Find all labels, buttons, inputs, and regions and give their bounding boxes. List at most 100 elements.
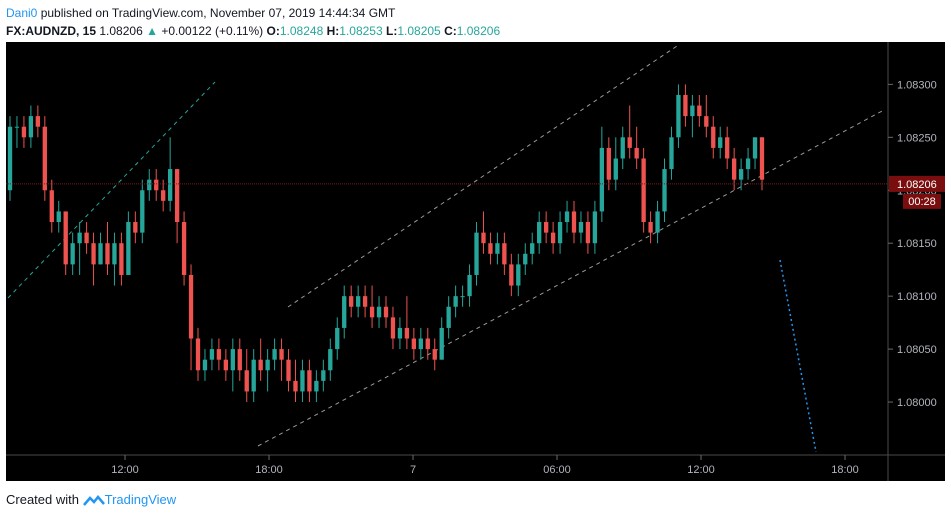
candle[interactable] — [516, 253, 521, 297]
candle[interactable] — [537, 211, 542, 254]
candle[interactable] — [453, 285, 458, 318]
candle[interactable] — [21, 116, 27, 148]
candle[interactable] — [731, 147, 737, 191]
tradingview-logo-icon[interactable] — [82, 494, 105, 508]
candle[interactable] — [42, 116, 47, 201]
candle[interactable] — [230, 338, 235, 392]
candle[interactable] — [627, 105, 632, 159]
candle[interactable] — [244, 349, 249, 403]
candle[interactable] — [161, 179, 166, 212]
candle[interactable] — [711, 116, 716, 159]
candle[interactable] — [662, 158, 667, 223]
candle[interactable] — [571, 200, 577, 244]
candle[interactable] — [237, 338, 242, 381]
candle[interactable] — [188, 264, 194, 371]
candle[interactable] — [349, 285, 354, 318]
candle[interactable] — [258, 338, 263, 381]
candle[interactable] — [195, 327, 201, 381]
candle[interactable] — [752, 137, 758, 170]
candle[interactable] — [98, 232, 103, 265]
candle[interactable] — [63, 211, 68, 275]
candle[interactable] — [56, 200, 61, 233]
candle[interactable] — [314, 370, 319, 403]
candle[interactable] — [641, 147, 646, 233]
candle[interactable] — [383, 296, 389, 328]
channel-lower-line[interactable] — [257, 109, 885, 447]
candle[interactable] — [425, 327, 430, 360]
candle[interactable] — [697, 94, 702, 127]
candle[interactable] — [759, 137, 765, 191]
candle[interactable] — [481, 211, 486, 254]
candle[interactable] — [84, 222, 89, 254]
candle[interactable] — [718, 126, 723, 159]
candle[interactable] — [655, 200, 660, 244]
candle[interactable] — [523, 243, 528, 275]
candle[interactable] — [126, 211, 131, 275]
candle[interactable] — [404, 296, 410, 350]
candle[interactable] — [502, 232, 507, 275]
candle[interactable] — [564, 200, 570, 233]
candle[interactable] — [509, 253, 514, 297]
candle[interactable] — [35, 105, 41, 138]
candle[interactable] — [460, 285, 465, 307]
candle[interactable] — [432, 338, 437, 371]
candle[interactable] — [355, 285, 361, 318]
candle[interactable] — [202, 349, 208, 381]
candle[interactable] — [495, 232, 500, 265]
candle[interactable] — [397, 317, 403, 350]
candle[interactable] — [390, 306, 396, 350]
candle[interactable] — [181, 211, 187, 286]
candle[interactable] — [599, 126, 605, 223]
candle[interactable] — [28, 105, 34, 148]
candle[interactable] — [676, 84, 681, 148]
candle[interactable] — [530, 232, 535, 265]
candle[interactable] — [683, 84, 688, 127]
candle[interactable] — [328, 338, 333, 381]
candle[interactable] — [369, 285, 375, 328]
candle[interactable] — [669, 126, 674, 180]
author-link[interactable]: Dani0 — [6, 6, 38, 20]
candle[interactable] — [300, 359, 305, 403]
channel-upper-line[interactable] — [287, 43, 681, 308]
candle[interactable] — [49, 179, 54, 233]
candle[interactable] — [140, 179, 145, 244]
candle[interactable] — [704, 94, 709, 138]
candle[interactable] — [613, 137, 618, 191]
candle[interactable] — [578, 211, 584, 244]
candle[interactable] — [133, 211, 138, 244]
candle[interactable] — [474, 222, 479, 286]
candle[interactable] — [251, 349, 256, 403]
candle[interactable] — [745, 147, 751, 180]
candle[interactable] — [91, 232, 96, 286]
candle[interactable] — [543, 211, 549, 244]
candle[interactable] — [272, 338, 277, 371]
candle[interactable] — [335, 317, 340, 360]
chart-pane[interactable] — [6, 42, 888, 455]
candle[interactable] — [592, 200, 598, 254]
candle[interactable] — [307, 359, 312, 403]
candle[interactable] — [648, 211, 653, 244]
candle[interactable] — [606, 137, 611, 191]
candle[interactable] — [154, 169, 159, 201]
candle[interactable] — [167, 137, 173, 212]
tradingview-brand-link[interactable]: TradingView — [104, 492, 177, 507]
candle[interactable] — [585, 211, 591, 254]
candle[interactable] — [119, 232, 124, 286]
candle[interactable] — [265, 349, 270, 392]
candle[interactable] — [620, 126, 625, 170]
candle[interactable] — [376, 296, 382, 328]
time-axis[interactable] — [6, 455, 888, 481]
candle[interactable] — [321, 359, 326, 392]
candle[interactable] — [488, 232, 493, 265]
trendline-green[interactable] — [7, 81, 216, 299]
candle[interactable] — [286, 349, 291, 392]
candle[interactable] — [418, 327, 423, 360]
candle[interactable] — [209, 338, 215, 371]
candle[interactable] — [446, 296, 451, 339]
candle[interactable] — [216, 338, 222, 371]
candle[interactable] — [223, 349, 229, 381]
candle[interactable] — [77, 222, 82, 275]
candle[interactable] — [634, 126, 639, 170]
candle[interactable] — [690, 94, 695, 138]
candle[interactable] — [147, 169, 152, 201]
